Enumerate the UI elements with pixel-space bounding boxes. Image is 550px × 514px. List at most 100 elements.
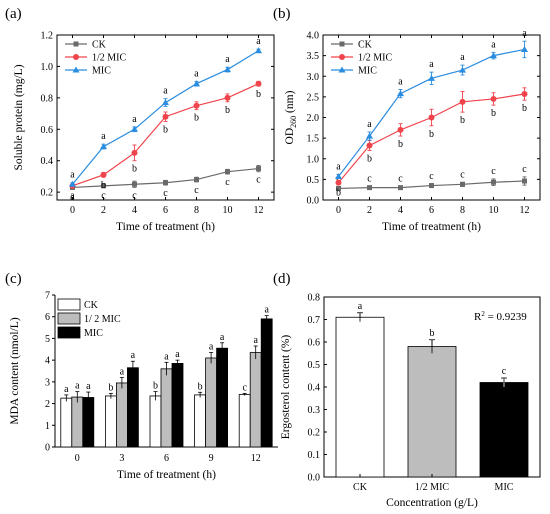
panel-b-data-point bbox=[428, 74, 435, 81]
panel-a-significance-letter: a bbox=[225, 54, 230, 65]
panel-b-y-tick-label: 1.0 bbox=[307, 154, 320, 165]
panel-b-significance-letter: b bbox=[398, 139, 403, 150]
panel-b-data-point bbox=[397, 90, 404, 97]
panel-a-significance-letter: b bbox=[256, 89, 261, 100]
panel-c-significance-letter: a bbox=[131, 350, 136, 361]
panel-c-bar bbox=[82, 397, 95, 448]
panel-a-x-tick-label: 10 bbox=[223, 205, 233, 216]
panel-b-data-point bbox=[491, 179, 496, 185]
panel-b-y-tick-label: 4.0 bbox=[307, 31, 320, 42]
panel-b-data-point bbox=[459, 98, 466, 105]
panel-a-y-tick-label: 0.6 bbox=[41, 125, 54, 136]
panel-d-y-tick-label: 0.3 bbox=[308, 405, 321, 416]
panel-b-y-tick-label: 3.5 bbox=[307, 51, 320, 62]
panel-b-data-point bbox=[429, 183, 434, 189]
panel-b-significance-letter: b bbox=[460, 115, 465, 126]
panel-c-y-tick-label: 5 bbox=[45, 334, 50, 345]
panel-b-label: (b) bbox=[273, 6, 291, 22]
panel-b-x-tick-label: 8 bbox=[460, 205, 465, 216]
panel-d-bar bbox=[335, 316, 385, 478]
panel-c-bar bbox=[238, 394, 251, 448]
panel-c-legend-swatch bbox=[57, 298, 81, 311]
panel-a-data-point bbox=[131, 125, 138, 132]
panel-d-x-axis-title: Concentration (g/L) bbox=[386, 497, 478, 509]
panel-c-legend-swatch bbox=[57, 312, 81, 325]
panel-a-data-point bbox=[194, 177, 199, 183]
panel-b-significance-letter: a bbox=[336, 161, 341, 172]
panel-a-significance-letter: c bbox=[256, 175, 261, 186]
panel-c-x-tick-label: 0 bbox=[75, 453, 80, 464]
panel-b-y-axis-title-sub: 260 bbox=[289, 116, 298, 128]
panel-d-r-squared-main: R bbox=[474, 311, 482, 323]
panel-a-x-axis-title: Time of treatment (h) bbox=[116, 221, 215, 233]
panel-b-significance-letter: a bbox=[522, 28, 527, 39]
panel-a-significance-letter: c bbox=[194, 185, 199, 196]
panel-a-x-tick-label: 8 bbox=[194, 205, 199, 216]
panel-b-y-tick-label: 2.5 bbox=[307, 92, 320, 103]
panel-b-significance-letter: b bbox=[429, 129, 434, 140]
panel-a-data-point bbox=[101, 183, 106, 189]
panel-d-bar bbox=[479, 382, 529, 478]
panel-b-x-tick-label: 4 bbox=[398, 205, 403, 216]
panel-c-label: (c) bbox=[5, 271, 22, 287]
panel-d-r-squared-sup: 2 bbox=[481, 310, 485, 318]
panel-c-y-tick-label: 7 bbox=[45, 291, 50, 302]
panel-c-significance-letter: a bbox=[64, 384, 69, 395]
panel-a-legend-label: MIC bbox=[92, 66, 111, 77]
panel-b-significance-letter: b bbox=[491, 108, 496, 119]
panel-b-data-point bbox=[428, 114, 435, 121]
panel-b-data-point bbox=[490, 52, 497, 59]
panel-b-x-axis-title: Time of treatment (h) bbox=[382, 221, 481, 233]
panel-a-data-point bbox=[100, 171, 107, 178]
panel-b-significance-letter: b bbox=[336, 188, 341, 199]
panel-b-data-point bbox=[366, 142, 373, 149]
panel-a-y-tick-label: 0.4 bbox=[41, 156, 54, 167]
panel-b-x-tick-label: 10 bbox=[489, 205, 499, 216]
panel-c-y-tick-label: 0 bbox=[45, 443, 50, 454]
panel-a-data-point bbox=[224, 66, 231, 73]
panel-b-y-axis-title-tail: (nm) bbox=[284, 90, 296, 115]
panel-b-significance-letter: b bbox=[522, 103, 527, 114]
panel-a-x-tick-label: 6 bbox=[163, 205, 168, 216]
panel-c-bar bbox=[216, 347, 229, 448]
panel-a-data-point bbox=[162, 99, 169, 106]
panel-a-legend-label: 1/2 MIC bbox=[92, 53, 127, 64]
panel-c-bar bbox=[260, 318, 273, 448]
panel-c-y-tick-label: 3 bbox=[45, 377, 50, 388]
panel-c-y-tick-label: 4 bbox=[45, 356, 50, 367]
panel-b-significance-letter: c bbox=[491, 166, 496, 177]
panel-b-significance-letter: a bbox=[367, 119, 372, 130]
panel-d-y-tick-label: 0.0 bbox=[308, 473, 321, 484]
panel-c-x-tick-label: 6 bbox=[164, 453, 169, 464]
panel-b-significance-letter: a bbox=[491, 39, 496, 50]
panel-b-legend-label: CK bbox=[358, 40, 373, 51]
panel-a-significance-letter: b bbox=[132, 164, 137, 175]
panel-d-x-tick-label: CK bbox=[353, 482, 368, 493]
panel-d-y-tick-label: 0.5 bbox=[308, 360, 321, 371]
panel-c-bar bbox=[105, 395, 117, 448]
panel-a-significance-letter: b bbox=[225, 105, 230, 116]
panel-c-legend-swatch bbox=[57, 326, 81, 339]
panel-a-significance-letter: b bbox=[101, 180, 106, 191]
panel-a-data-point bbox=[69, 180, 76, 187]
panel-b-y-axis-title-main: OD bbox=[284, 128, 296, 145]
panel-d-x-tick-label: 1/2 MIC bbox=[415, 482, 450, 493]
panel-b-data-point bbox=[335, 179, 342, 186]
panel-b-y-tick-label: 3.0 bbox=[307, 72, 320, 83]
panel-c-significance-letter: a bbox=[175, 349, 180, 360]
panel-c-x-tick-label: 9 bbox=[209, 453, 214, 464]
panel-c-bar bbox=[116, 382, 128, 448]
panel-a-y-tick-label: 1.0 bbox=[41, 62, 54, 73]
panel-a-data-point bbox=[132, 181, 137, 187]
panel-b-data-point bbox=[367, 185, 372, 191]
panel-c-significance-letter: c bbox=[242, 382, 247, 393]
panel-b-y-tick-label: 1.5 bbox=[307, 134, 320, 145]
panel-a-data-point bbox=[255, 80, 262, 87]
panel-c-bar bbox=[205, 357, 218, 448]
panel-c-significance-letter: a bbox=[75, 381, 80, 392]
panel-a-significance-letter: a bbox=[256, 36, 261, 47]
panel-b-significance-letter: a bbox=[429, 59, 434, 70]
panel-c-bar bbox=[171, 362, 184, 448]
panel-c-bar bbox=[127, 367, 139, 448]
panel-b-data-point bbox=[335, 172, 342, 179]
